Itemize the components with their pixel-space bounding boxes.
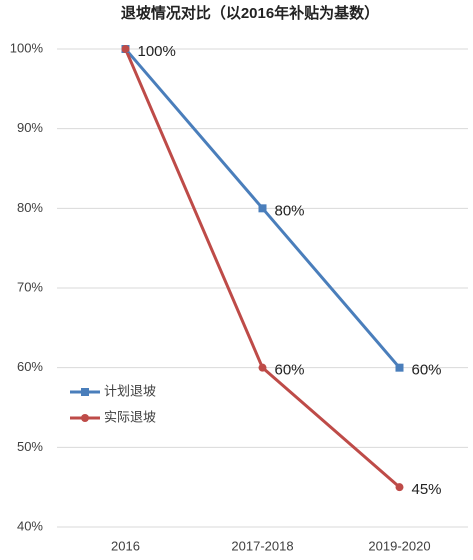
- y-tick-label: 90%: [17, 120, 43, 135]
- data-label: 45%: [412, 481, 442, 498]
- y-tick-label: 70%: [17, 279, 43, 294]
- y-tick-label: 60%: [17, 359, 43, 374]
- y-tick-label: 40%: [17, 518, 43, 533]
- y-tick-label: 80%: [17, 200, 43, 215]
- series-line: [124, 48, 401, 489]
- data-label: 80%: [275, 202, 305, 219]
- y-tick-label: 50%: [17, 439, 43, 454]
- chart-title: 退坡情况对比（以2016年补贴为基数）: [121, 4, 379, 22]
- point: [395, 363, 404, 372]
- legend-marker: [81, 414, 89, 422]
- point: [121, 45, 130, 53]
- point: [258, 204, 267, 213]
- data-label: 100%: [138, 43, 176, 60]
- x-tick-label: 2019-2020: [368, 538, 430, 553]
- x-tick-label: 2016: [111, 538, 140, 553]
- data-label: 60%: [275, 362, 305, 379]
- point: [395, 483, 404, 492]
- x-tick-label: 2017-2018: [231, 538, 293, 553]
- legend-label: 计划退坡: [104, 383, 156, 398]
- point: [258, 363, 267, 372]
- y-tick-label: 100%: [10, 40, 44, 55]
- legend-label: 实际退坡: [104, 409, 156, 424]
- legend-marker: [81, 388, 89, 396]
- data-label: 60%: [412, 362, 442, 379]
